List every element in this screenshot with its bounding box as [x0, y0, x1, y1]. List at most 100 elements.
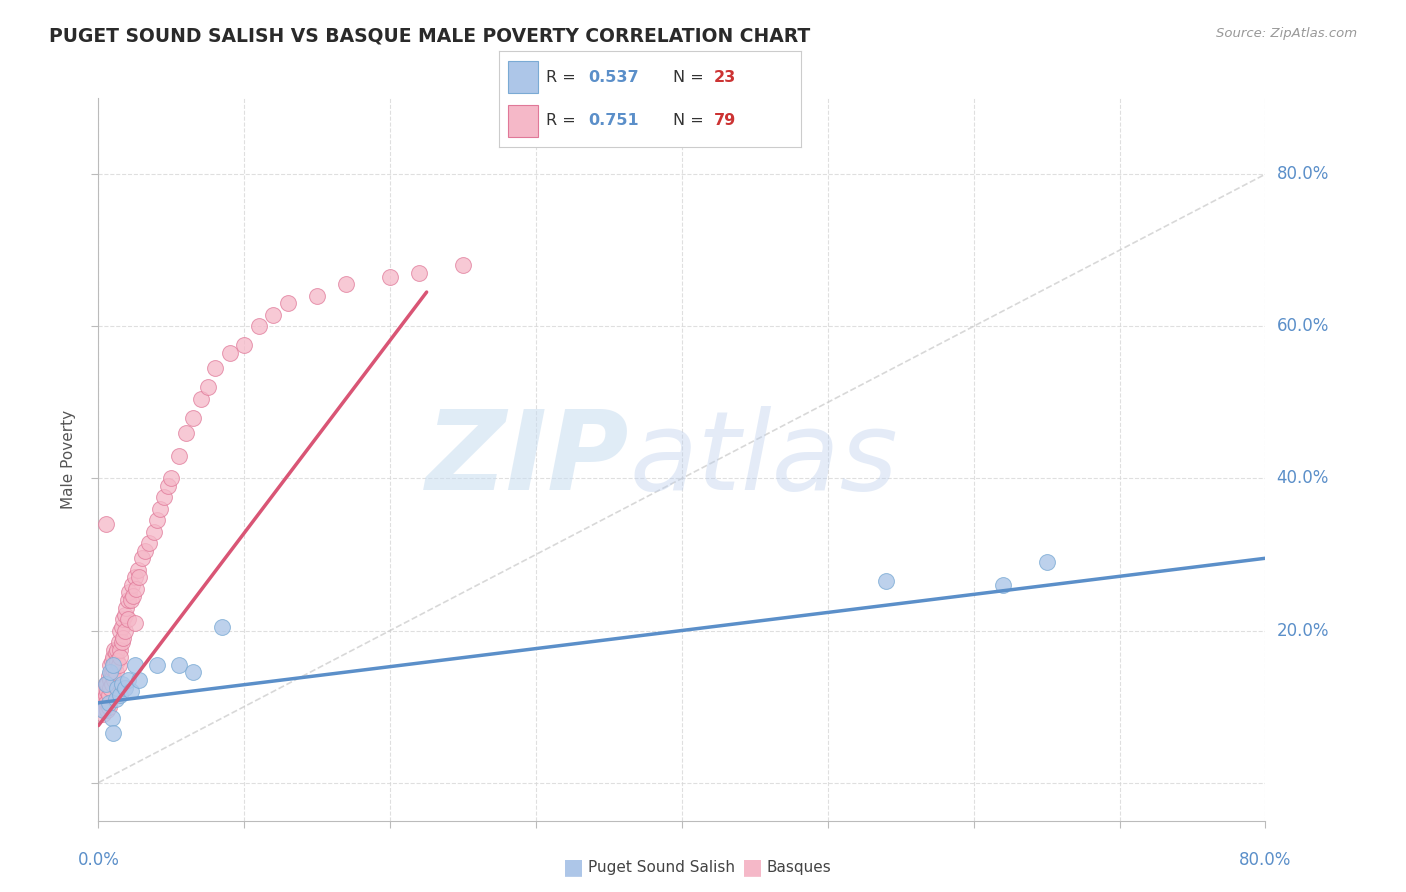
Point — [100, 654, 122, 668]
Point — [117, 612, 139, 626]
Point — [103, 657, 125, 672]
Point — [122, 589, 145, 603]
Point — [100, 665, 122, 680]
Point — [101, 726, 124, 740]
Point — [112, 612, 135, 626]
Point — [100, 711, 122, 725]
Point — [104, 665, 127, 680]
Point — [104, 646, 127, 660]
Point — [100, 677, 122, 691]
Point — [98, 657, 121, 672]
Point — [111, 620, 134, 634]
Point — [149, 501, 172, 516]
Point — [115, 600, 138, 615]
Text: atlas: atlas — [630, 406, 898, 513]
Point — [94, 677, 117, 691]
Point — [181, 665, 204, 680]
Text: Puget Sound Salish: Puget Sound Salish — [588, 860, 735, 874]
Point — [112, 631, 135, 645]
Text: ■: ■ — [742, 857, 762, 877]
Point — [218, 346, 240, 360]
FancyBboxPatch shape — [508, 104, 538, 136]
Point — [118, 585, 141, 599]
Point — [167, 449, 190, 463]
Point — [380, 269, 402, 284]
Point — [96, 684, 118, 698]
Text: 60.0%: 60.0% — [1277, 318, 1329, 335]
Text: PUGET SOUND SALISH VS BASQUE MALE POVERTY CORRELATION CHART: PUGET SOUND SALISH VS BASQUE MALE POVERT… — [49, 27, 810, 45]
Point — [96, 677, 118, 691]
Point — [96, 703, 118, 717]
Point — [90, 699, 112, 714]
Point — [197, 380, 219, 394]
Point — [124, 657, 146, 672]
Point — [181, 410, 204, 425]
Text: 80.0%: 80.0% — [1239, 851, 1292, 869]
Point — [114, 624, 136, 638]
Text: ■: ■ — [564, 857, 583, 877]
Point — [204, 361, 226, 376]
Text: 0.751: 0.751 — [588, 113, 638, 128]
Text: R =: R = — [546, 70, 581, 85]
Point — [233, 338, 256, 352]
Text: 23: 23 — [714, 70, 735, 85]
Point — [97, 696, 120, 710]
Point — [167, 657, 190, 672]
Point — [101, 661, 124, 675]
Point — [111, 677, 134, 691]
Text: R =: R = — [546, 113, 581, 128]
Point — [98, 665, 121, 680]
Point — [160, 471, 183, 485]
Point — [105, 654, 128, 668]
Point — [142, 524, 165, 539]
Point — [120, 593, 142, 607]
Point — [131, 551, 153, 566]
Point — [157, 479, 180, 493]
Point — [97, 688, 120, 702]
Point — [98, 681, 121, 695]
Point — [1035, 555, 1057, 569]
Text: Basques: Basques — [766, 860, 831, 874]
Point — [93, 692, 115, 706]
Point — [408, 266, 430, 280]
Point — [124, 615, 146, 630]
Text: 40.0%: 40.0% — [1277, 469, 1329, 487]
Point — [104, 692, 127, 706]
Point — [105, 642, 128, 657]
Point — [128, 673, 150, 687]
Point — [991, 578, 1014, 592]
Point — [451, 259, 474, 273]
Point — [875, 574, 897, 588]
Point — [121, 578, 143, 592]
Point — [97, 669, 120, 683]
Point — [120, 684, 142, 698]
Point — [101, 669, 124, 683]
Point — [97, 699, 120, 714]
Text: ZIP: ZIP — [426, 406, 630, 513]
Point — [247, 319, 270, 334]
Text: 79: 79 — [714, 113, 735, 128]
Point — [262, 308, 284, 322]
Point — [114, 608, 136, 623]
Point — [146, 513, 169, 527]
Point — [117, 593, 139, 607]
Point — [153, 491, 176, 505]
Point — [117, 673, 139, 687]
Text: 20.0%: 20.0% — [1277, 622, 1329, 640]
Point — [190, 392, 212, 406]
Point — [108, 635, 131, 649]
Point — [125, 582, 148, 596]
Point — [103, 673, 125, 687]
Point — [307, 289, 329, 303]
Point — [128, 570, 150, 584]
Point — [101, 650, 124, 665]
Point — [94, 516, 117, 531]
Point — [91, 703, 114, 717]
Text: 80.0%: 80.0% — [1277, 165, 1329, 183]
Point — [110, 642, 132, 657]
Point — [98, 673, 121, 687]
Point — [174, 425, 197, 440]
Point — [108, 657, 131, 672]
Point — [110, 650, 132, 665]
Point — [101, 657, 124, 672]
